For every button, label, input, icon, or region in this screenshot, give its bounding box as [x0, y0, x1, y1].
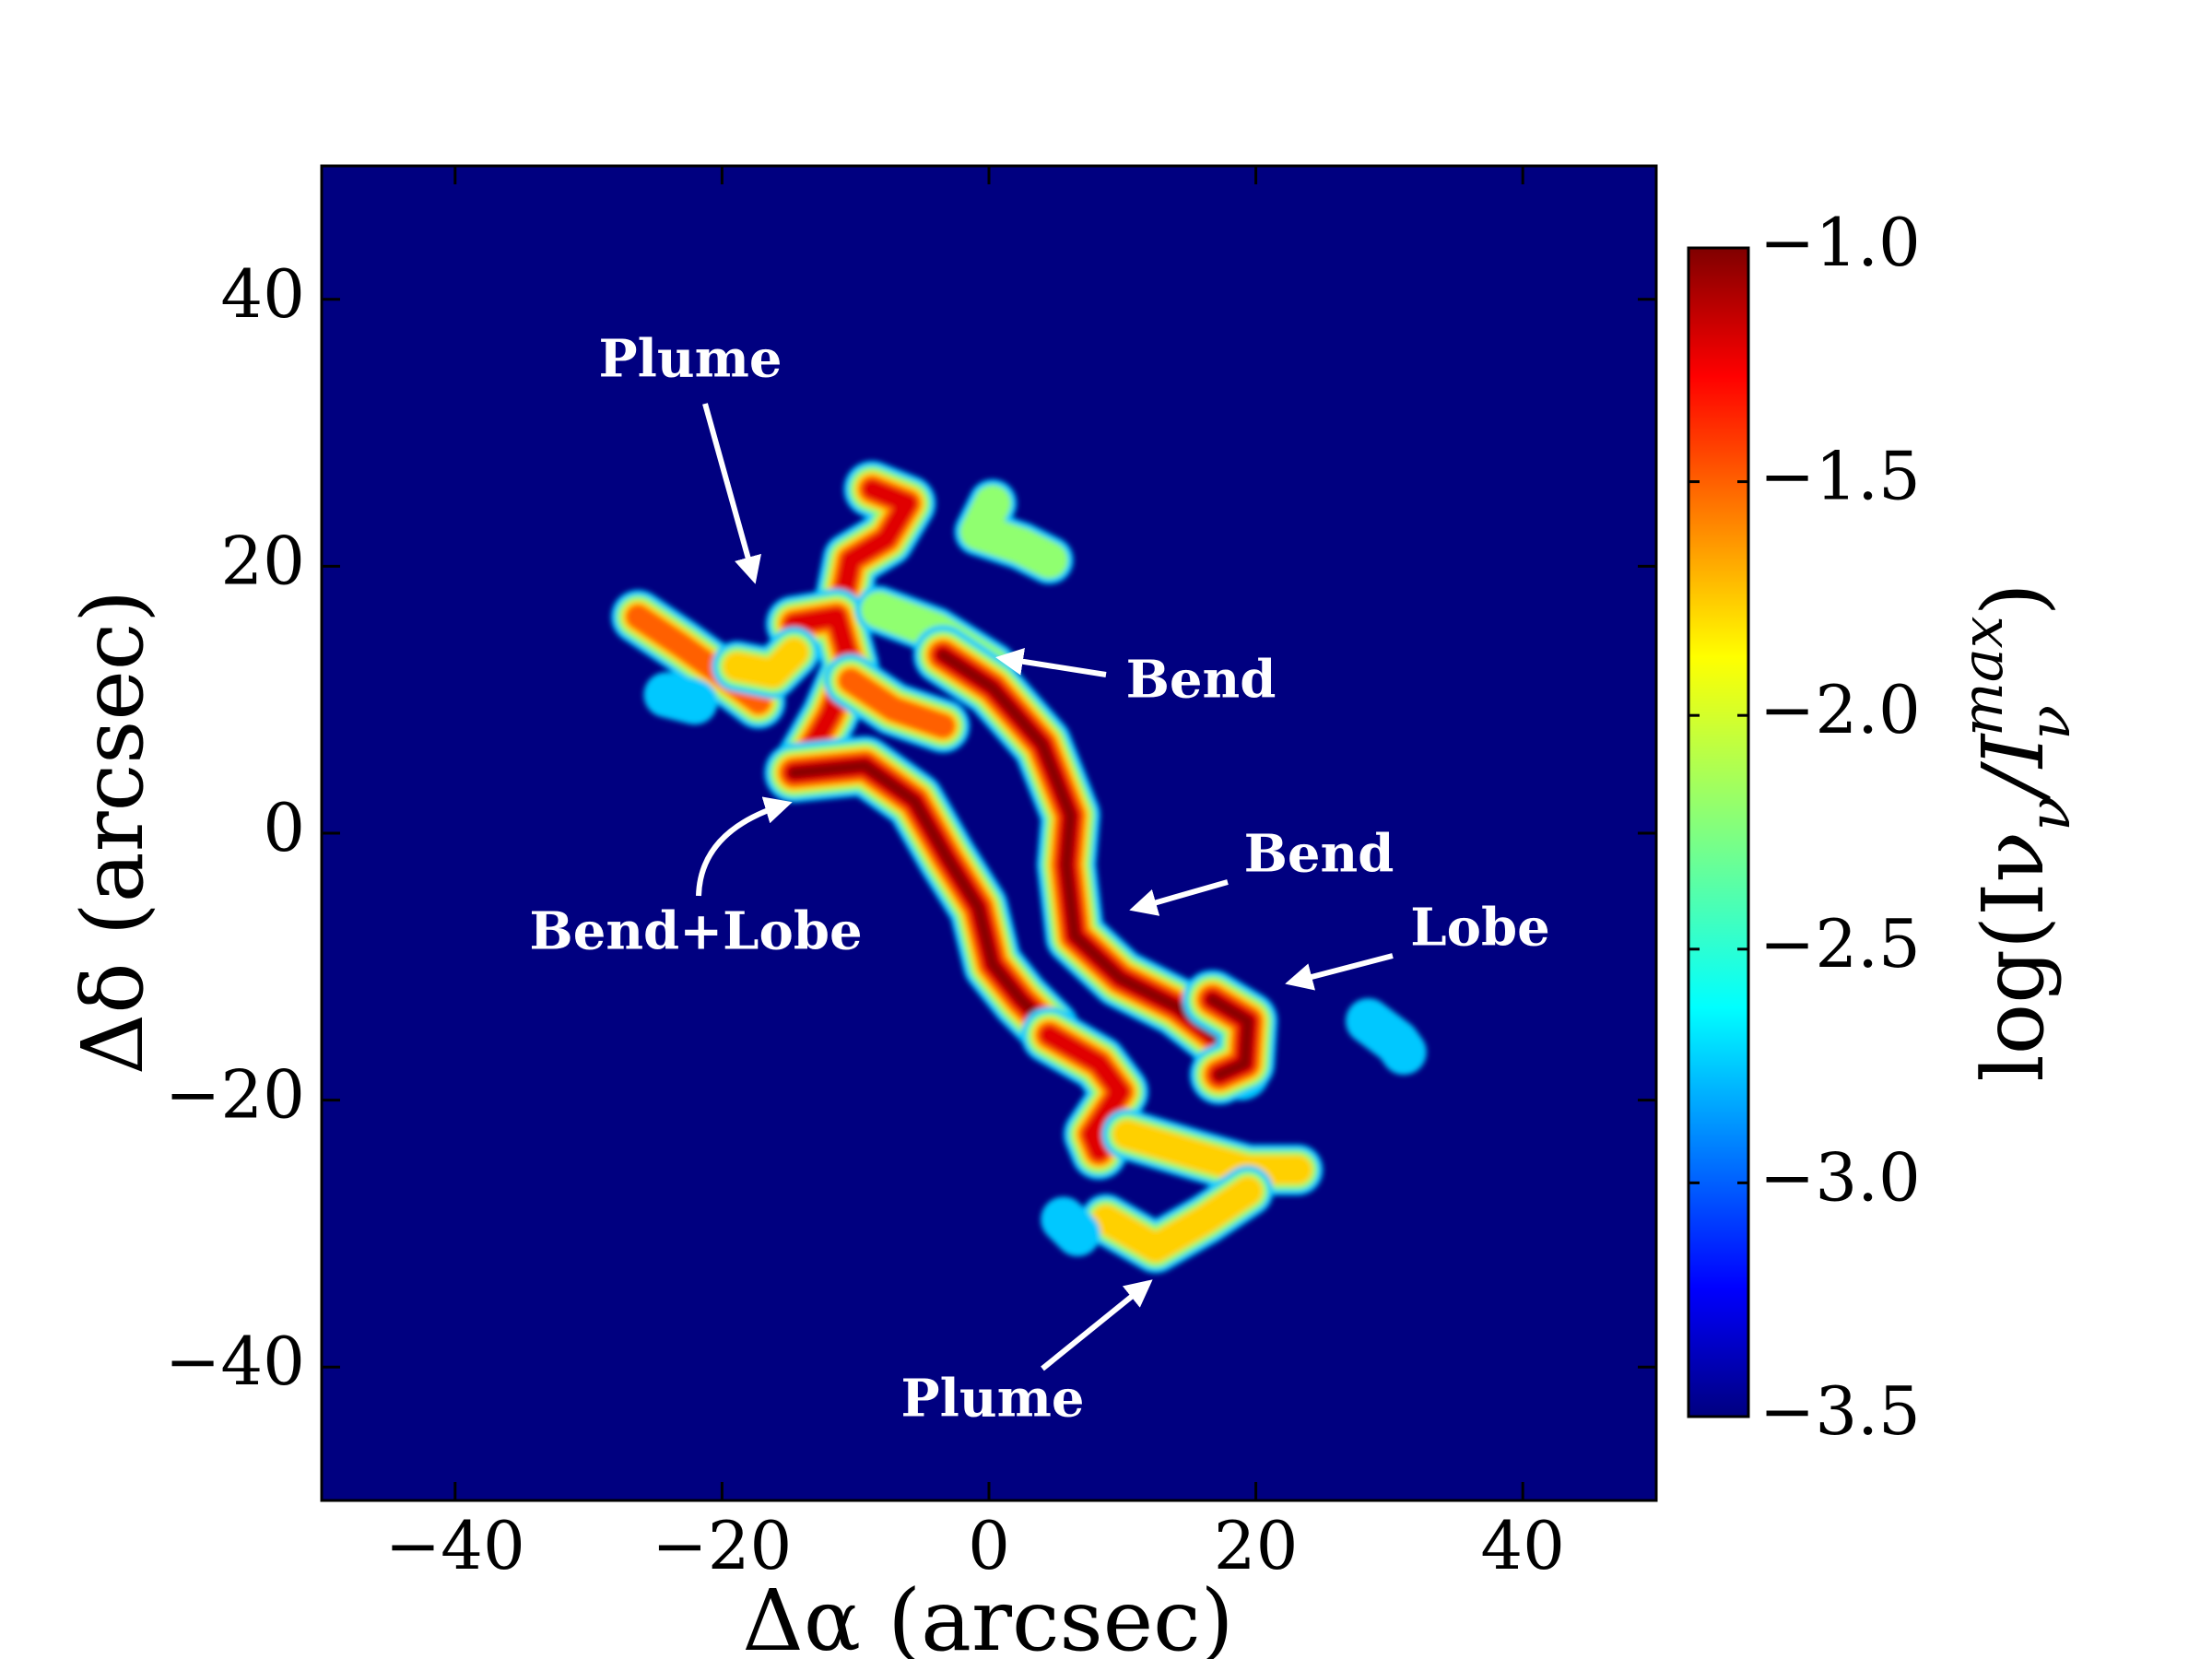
intensity-blob	[834, 479, 917, 606]
y-tick-label: 40	[220, 255, 305, 333]
colorbar-label: log(Iνν/Iνmax)	[1948, 582, 2083, 1081]
colorbar-tick-label: −1.0	[1759, 204, 1921, 281]
intensity-map	[611, 461, 1427, 1274]
annotation: Bend	[1244, 824, 1394, 885]
intensity-blob	[1206, 994, 1254, 1081]
x-tick-label: 20	[1214, 1507, 1299, 1584]
x-axis-label: Δα (arcsec)	[742, 1571, 1233, 1659]
colorbar-tick-label: −2.5	[1759, 905, 1921, 982]
annotation-arrow	[1041, 1279, 1153, 1371]
colorbar-tick-label: −3.5	[1759, 1372, 1921, 1450]
intensity-blob	[839, 668, 956, 738]
annotation: Bend	[1126, 650, 1277, 711]
colorbar-tick-label: −1.5	[1759, 438, 1921, 515]
colorbar	[1687, 246, 1750, 1418]
intensity-blob	[1041, 1196, 1100, 1257]
colorbar-tick-label: −2.0	[1759, 671, 1921, 748]
annotation-arrow	[1129, 879, 1229, 916]
colorbar-tick-label: −3.0	[1759, 1138, 1921, 1216]
intensity-blob	[643, 672, 718, 725]
annotation: Plume	[599, 329, 782, 390]
x-tick-label: 0	[968, 1507, 1010, 1584]
y-tick-label: −40	[165, 1323, 305, 1400]
x-tick-label: −20	[652, 1507, 792, 1584]
intensity-blob	[1112, 1119, 1312, 1185]
y-axis-label: Δδ (arcsec)	[64, 590, 162, 1075]
annotation-arrow	[702, 403, 761, 584]
y-tick-label: 0	[263, 789, 305, 866]
intensity-blob	[1346, 998, 1427, 1076]
annotation: Bend+Lobe	[529, 901, 862, 962]
y-tick-label: 20	[220, 522, 305, 599]
intensity-blob	[722, 637, 809, 688]
annotation-arrow	[696, 796, 793, 897]
intensity-blob	[959, 485, 1068, 579]
intensity-blob	[1040, 1026, 1130, 1161]
y-tick-label: −20	[165, 1056, 305, 1134]
annotation: Plume	[901, 1369, 1085, 1430]
annotation-arrow	[995, 647, 1107, 677]
image-background	[322, 166, 1656, 1500]
intensity-blob	[1090, 1176, 1264, 1264]
intensity-blob	[788, 759, 1055, 1034]
annotation: Lobe	[1410, 898, 1550, 959]
annotation-arrow	[1285, 953, 1394, 991]
x-tick-label: −40	[385, 1507, 525, 1584]
x-tick-label: 40	[1480, 1507, 1565, 1584]
annotations: Plume Bend Bend+Lobe Bend Lobe Plume	[529, 329, 1549, 1430]
